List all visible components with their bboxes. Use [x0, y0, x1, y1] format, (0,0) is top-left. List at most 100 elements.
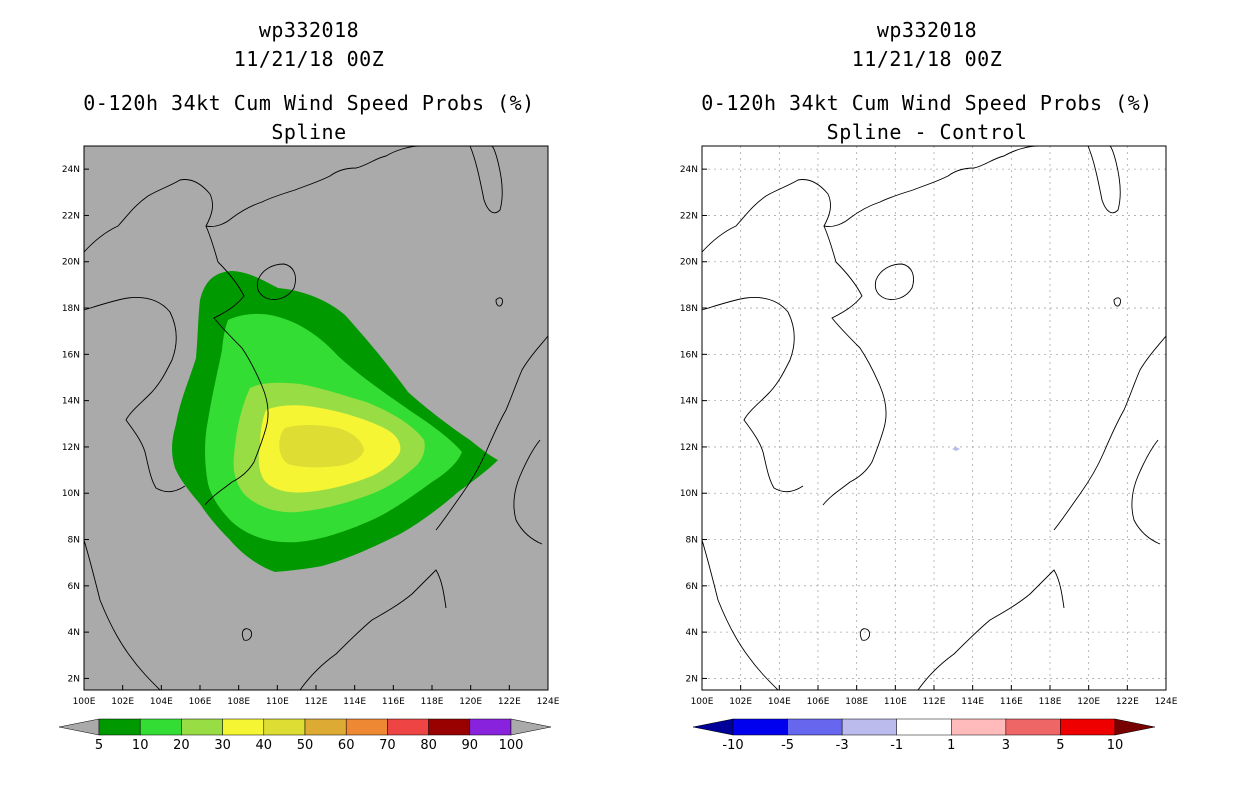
lon-tick-label: 100E	[73, 697, 96, 707]
lon-tick-label: 106E	[189, 697, 212, 707]
lat-tick-label: 6N	[68, 582, 80, 592]
colorbar-label: 10	[1107, 738, 1124, 753]
colorbar-swatch	[139, 718, 182, 736]
coastline-segment	[702, 146, 1039, 253]
lon-tick-label: 112E	[305, 697, 328, 707]
colorbar-label: 5	[95, 738, 103, 753]
left-map: 100E 102E 104E 106E 108E 110E 112E 114E 116E 118E…	[58, 145, 560, 753]
lon-tick-label: 122E	[1116, 697, 1139, 707]
colorbar-swatch	[345, 718, 388, 736]
coastline-segment	[513, 439, 543, 545]
lat-tick-label: 12N	[680, 443, 698, 453]
coastline-segment	[84, 297, 186, 493]
colorbar-label: 10	[132, 738, 149, 753]
coastline-segment	[1087, 146, 1121, 214]
colorbar-swatch	[98, 718, 141, 736]
lon-tick-label: 118E	[421, 697, 444, 707]
coastline-segment	[256, 263, 296, 300]
colorbar-swatch	[222, 718, 265, 736]
coastline-segment	[495, 297, 503, 307]
product-title: 0-120h 34kt Cum Wind Speed Probs (%)	[83, 91, 535, 115]
lat-tick-label: 22N	[680, 211, 698, 221]
coastline-segment	[84, 539, 161, 690]
subtitle: Spline - Control	[826, 120, 1028, 144]
difference-blob	[952, 447, 960, 451]
colorbar-label: 70	[379, 738, 396, 753]
colorbar-label: -1	[890, 738, 903, 753]
lon-tick-label: 118E	[1039, 697, 1062, 707]
lon-tick-label: 120E	[1077, 697, 1100, 707]
lon-tick-label: 116E	[382, 697, 405, 707]
colorbar-swatch	[951, 718, 1007, 736]
lat-tick-label: 24N	[680, 165, 698, 175]
colorbar-swatch	[469, 718, 512, 736]
colorbar-label: 60	[338, 738, 355, 753]
lon-tick-label: 124E	[1155, 697, 1178, 707]
lon-tick-label: 120E	[459, 697, 482, 707]
colorbar-label: 50	[297, 738, 314, 753]
colorbar-label: -5	[781, 738, 794, 753]
lat-tick-label: 22N	[62, 211, 80, 221]
coastline-segment	[241, 628, 253, 641]
product-title: 0-120h 34kt Cum Wind Speed Probs (%)	[701, 91, 1153, 115]
coastline-segment	[1113, 297, 1121, 307]
lat-tick-label: 10N	[680, 489, 698, 499]
lat-tick-label: 4N	[686, 628, 698, 638]
coastline-segment	[84, 146, 421, 253]
graticule	[702, 146, 1166, 690]
lat-tick-label: 16N	[680, 350, 698, 360]
lon-tick-label: 112E	[923, 697, 946, 707]
colorbar-label: 3	[1002, 738, 1010, 753]
lat-tick-label: 24N	[62, 165, 80, 175]
lat-tick-label: 16N	[62, 350, 80, 360]
lat-tick-label: 18N	[680, 304, 698, 314]
colorbar: 5 10 20 30 40 50 60 70 80 90 100	[58, 718, 552, 753]
colorbar-label: 80	[420, 738, 437, 753]
lat-tick-label: 2N	[686, 674, 698, 684]
lat-tick-label: 2N	[68, 674, 80, 684]
lat-tick-label: 20N	[62, 258, 80, 268]
lon-tick-label: 124E	[537, 697, 560, 707]
datetime: 11/21/18 00Z	[233, 47, 385, 71]
lon-tick-label: 102E	[111, 697, 134, 707]
lon-tick-label: 108E	[845, 697, 868, 707]
storm-id: wp332018	[258, 18, 360, 42]
lon-tick-label: 110E	[266, 697, 289, 707]
colorbar-label: 100	[499, 738, 524, 753]
lon-tick-label: 106E	[807, 697, 830, 707]
coastlines	[84, 146, 548, 690]
coastline-segment	[859, 628, 871, 641]
colorbar-swatch	[732, 718, 788, 736]
lat-tick-label: 8N	[686, 536, 698, 546]
storm-id: wp332018	[876, 18, 978, 42]
colorbar-under-arrow	[692, 718, 734, 736]
colorbar-label: 90	[462, 738, 479, 753]
lon-tick-label: 122E	[498, 697, 521, 707]
right-map: 100E 102E 104E 106E 108E 110E 112E 114E 116E 118E…	[680, 145, 1178, 753]
colorbar-swatch	[1005, 718, 1061, 736]
colorbar-under-arrow	[58, 718, 100, 736]
prob-contour-40	[279, 425, 364, 468]
left-panel: wp332018 11/21/18 00Z 0-120h 34kt Cum Wi…	[58, 18, 560, 753]
colorbar-over-arrow	[510, 718, 552, 736]
lon-tick-label: 104E	[150, 697, 173, 707]
lat-tick-label: 14N	[680, 397, 698, 407]
colorbar-swatch	[263, 718, 306, 736]
colorbar-swatch	[1060, 718, 1116, 736]
coastline-segment	[1131, 439, 1161, 545]
coastline-segment	[469, 146, 503, 214]
lon-tick-label: 114E	[961, 697, 984, 707]
coastline-segment	[822, 225, 887, 506]
coastline-segment	[204, 225, 269, 506]
lat-tick-label: 18N	[62, 304, 80, 314]
lat-tick-label: 10N	[62, 489, 80, 499]
colorbar-swatch	[304, 718, 347, 736]
lon-tick-label: 100E	[691, 697, 714, 707]
colorbar-swatch	[387, 718, 429, 736]
datetime: 11/21/18 00Z	[851, 47, 1003, 71]
lat-tick-label: 6N	[686, 582, 698, 592]
colorbar-label: 40	[256, 738, 273, 753]
coastline-segment	[435, 335, 548, 531]
subtitle: Spline	[271, 120, 347, 144]
lon-tick-label: 116E	[1000, 697, 1023, 707]
